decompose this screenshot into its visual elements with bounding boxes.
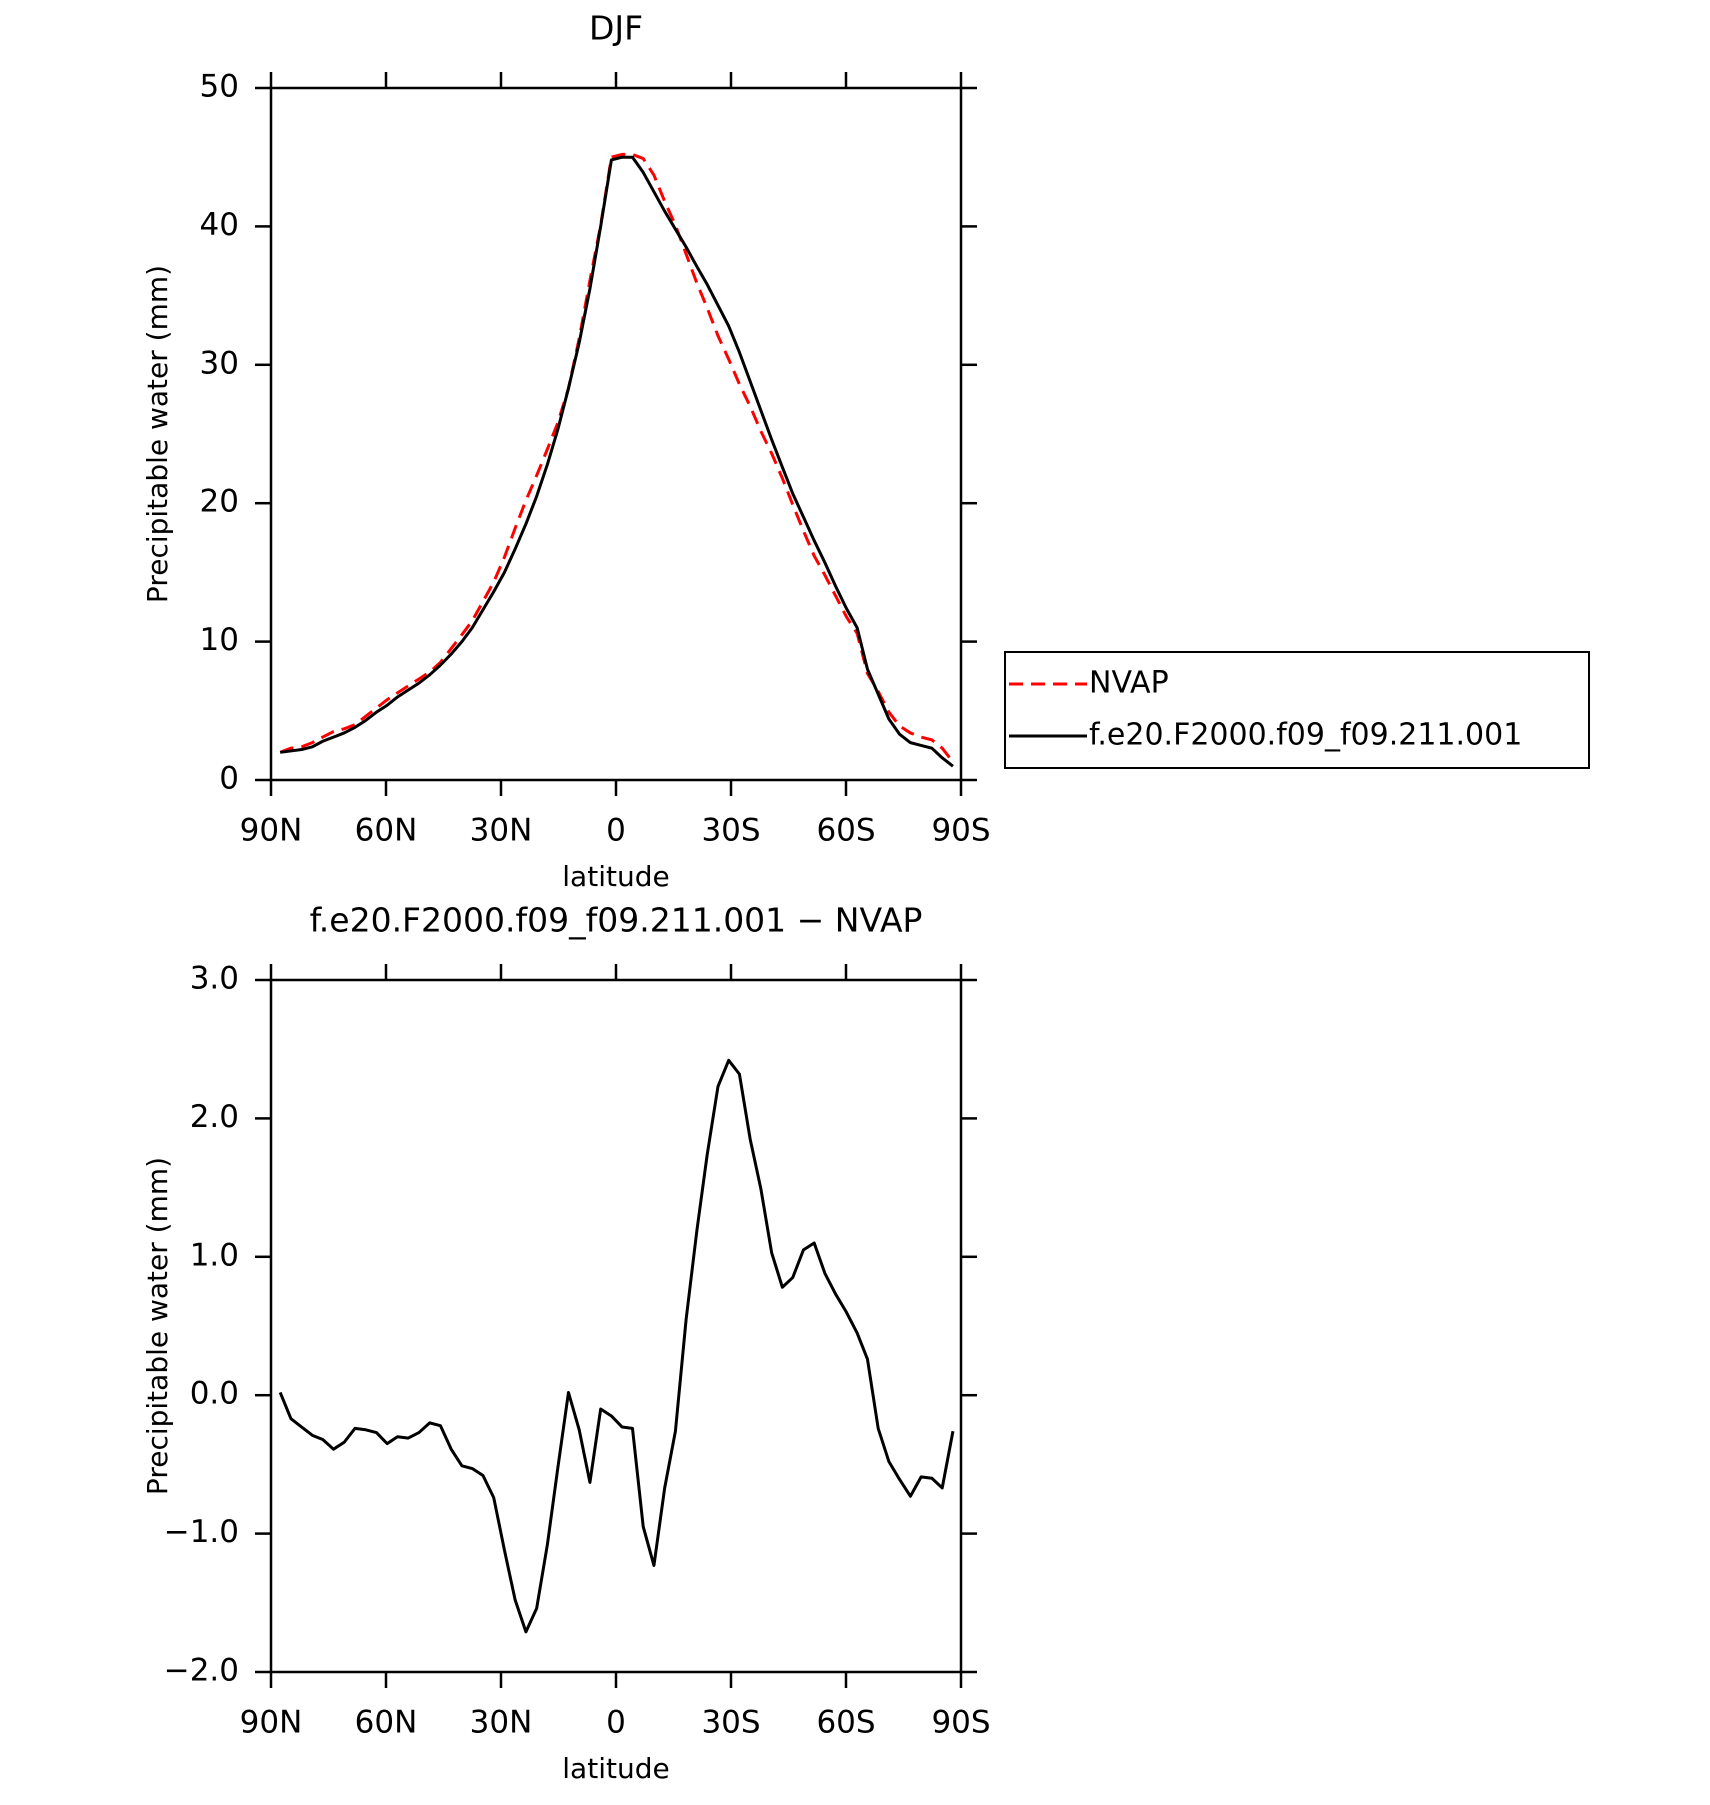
y-axis-label: Precipitable water (mm) (141, 265, 174, 603)
x-tick-label: 30N (470, 813, 533, 849)
y-tick-label: 0 (219, 761, 239, 797)
x-tick-label: 0 (606, 813, 626, 849)
y-tick-label: 30 (200, 345, 239, 381)
y-tick-label: 1.0 (190, 1237, 239, 1273)
x-axis-label: latitude (562, 1752, 669, 1785)
x-tick-label: 30N (470, 1705, 533, 1741)
x-tick-label: 60S (816, 813, 875, 849)
legend-box (1004, 651, 1590, 769)
data-line (278, 1058, 955, 1634)
y-tick-label: 20 (200, 484, 239, 520)
x-tick-label: 60N (355, 1705, 418, 1741)
y-tick-label: −2.0 (164, 1653, 239, 1689)
x-axis-label: latitude (562, 860, 669, 893)
y-tick-label: 10 (200, 622, 239, 658)
plot-frame (269, 978, 963, 1674)
x-tick-label: 30S (701, 813, 760, 849)
x-tick-label: 90N (240, 1705, 303, 1741)
x-tick-label: 60N (355, 813, 418, 849)
x-tick-label: 60S (816, 1705, 875, 1741)
y-tick-label: −1.0 (164, 1514, 239, 1550)
x-tick-label: 90N (240, 813, 303, 849)
x-tick-label: 90S (931, 813, 990, 849)
x-tick-label: 0 (606, 1705, 626, 1741)
chart-title: f.e20.F2000.f09_f09.211.001 − NVAP (310, 901, 923, 940)
x-tick-label: 30S (701, 1705, 760, 1741)
y-tick-label: 40 (200, 207, 239, 243)
legend-label: NVAP (1089, 666, 1169, 701)
plot-frame (269, 86, 963, 782)
legend-label: f.e20.F2000.f09_f09.211.001 (1089, 718, 1522, 753)
y-tick-label: 50 (200, 69, 239, 105)
data-line (280, 155, 954, 768)
y-tick-label: 0.0 (190, 1376, 239, 1412)
y-tick-label: 2.0 (190, 1099, 239, 1135)
y-axis-label: Precipitable water (mm) (141, 1157, 174, 1495)
data-line (279, 152, 955, 763)
chart-title: DJF (589, 9, 643, 48)
x-tick-label: 90S (931, 1705, 990, 1741)
y-tick-label: 3.0 (190, 961, 239, 997)
